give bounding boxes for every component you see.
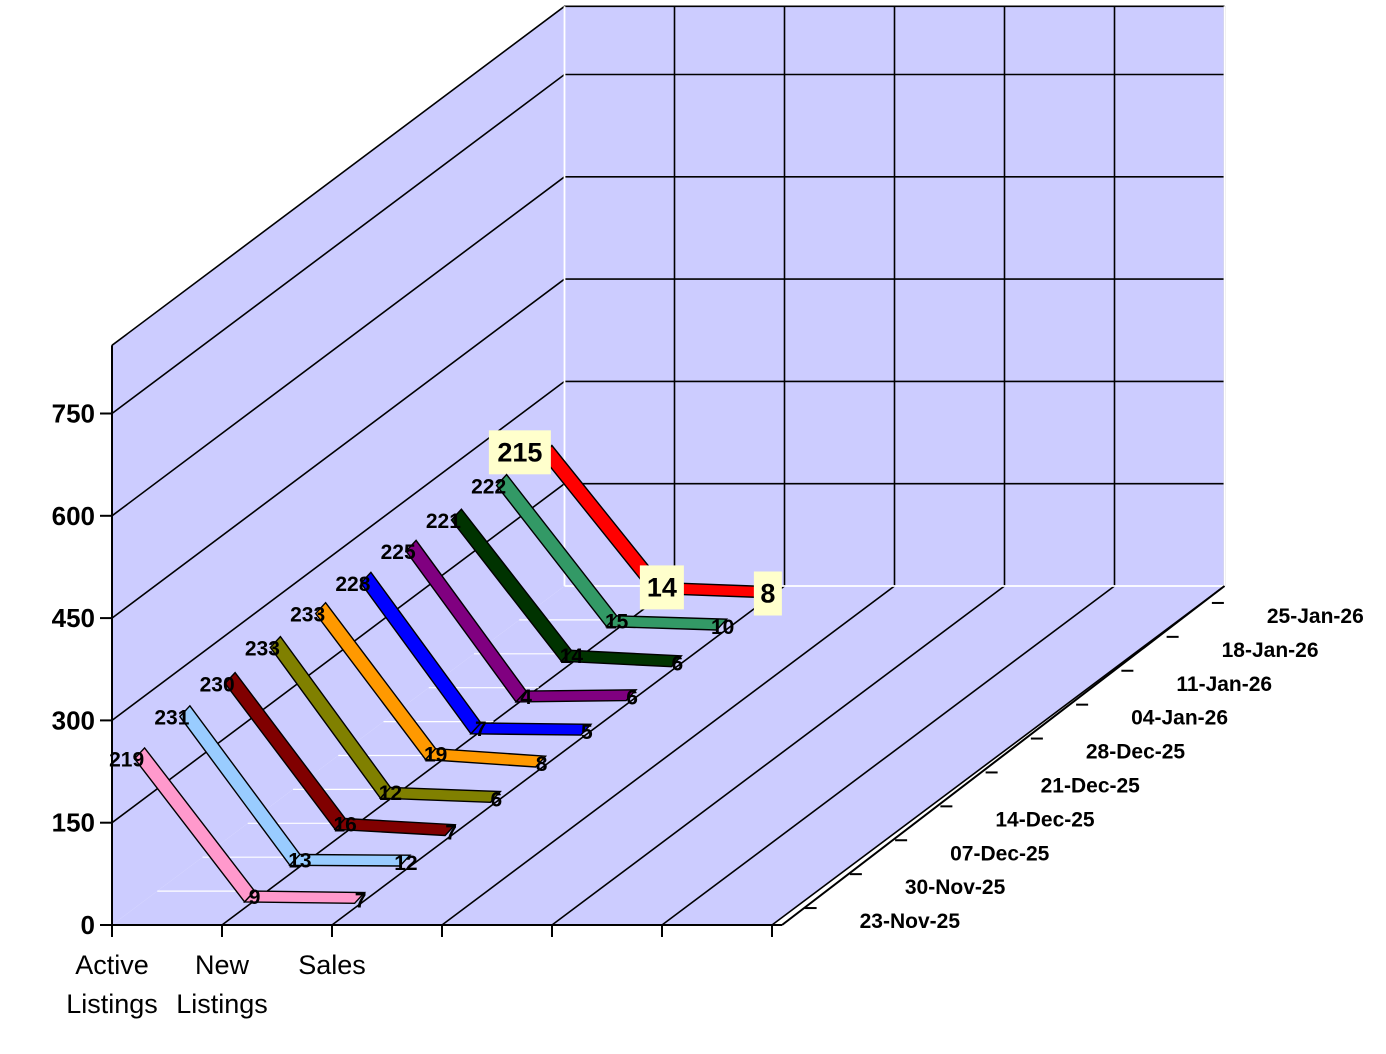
data-label: 7 (445, 821, 457, 844)
date-label: 07-Dec-25 (950, 842, 1050, 865)
category-label: Active (75, 950, 149, 980)
highlight-label-box (639, 565, 684, 610)
series-ribbon-04-Jan-26 (514, 689, 638, 703)
data-label: 222 (471, 475, 506, 498)
date-label: 30-Nov-25 (905, 876, 1006, 899)
series-ribbon-14-Dec-25 (378, 786, 502, 804)
data-label-highlight: 215 (497, 437, 542, 467)
data-label: 219 (109, 749, 144, 772)
data-label: 15 (605, 611, 629, 634)
date-label: 11-Jan-26 (1176, 673, 1272, 696)
series-ribbon-28-Dec-25 (469, 722, 593, 736)
date-label: 25-Jan-26 (1267, 605, 1364, 628)
y-tick-label: 750 (52, 399, 95, 429)
highlight-label-box (488, 430, 551, 475)
data-label: 14 (560, 645, 584, 668)
data-label-highlight: 8 (760, 578, 775, 608)
category-label: Listings (176, 989, 268, 1019)
date-label: 14-Dec-25 (995, 808, 1095, 831)
y-tick-label: 300 (52, 705, 95, 735)
data-label: 12 (379, 782, 402, 805)
gridline-floor-5 (661, 585, 1115, 926)
data-label-highlight: 14 (647, 572, 677, 602)
gridline-floor-4 (551, 585, 1005, 926)
data-label: 233 (245, 637, 280, 660)
series-ribbon-23-Nov-25 (243, 890, 367, 905)
series-ribbon-30-Nov-25 (288, 853, 412, 867)
data-label: 228 (335, 573, 370, 596)
data-label: 4 (520, 686, 532, 709)
gridline-floor-2 (331, 585, 785, 926)
data-label: 7 (355, 889, 367, 912)
series-ribbon-11-Jan-26 (559, 649, 683, 668)
category-label: New (195, 950, 250, 980)
date-label: 23-Nov-25 (860, 910, 961, 933)
series-ribbon-18-Jan-26 (605, 615, 729, 631)
category-label: Listings (66, 989, 158, 1019)
data-label: 19 (424, 743, 447, 766)
y-tick-label: 150 (52, 808, 95, 838)
gridline-floor-3 (441, 585, 895, 926)
data-label: 225 (381, 541, 416, 564)
data-label: 9 (249, 886, 261, 909)
data-label: 6 (491, 788, 503, 811)
category-label: Sales (298, 950, 366, 980)
data-label: 16 (333, 813, 356, 836)
date-label: 21-Dec-25 (1041, 774, 1141, 797)
date-label: 04-Jan-26 (1131, 707, 1228, 730)
series-ribbon-07-Dec-25 (333, 817, 457, 837)
gridline-floor-6 (771, 585, 1225, 926)
data-label: 230 (200, 673, 235, 696)
data-label: 221 (426, 510, 461, 533)
y-tick-label: 0 (81, 910, 95, 940)
data-label: 13 (288, 849, 311, 872)
data-label: 7 (475, 718, 487, 741)
data-label: 12 (394, 852, 417, 875)
highlight-label-box (753, 571, 782, 616)
left-wall (112, 6, 565, 926)
depth-axis-line (781, 585, 1226, 926)
date-label: 18-Jan-26 (1222, 639, 1319, 662)
series-ribbon-21-Dec-25 (424, 747, 548, 768)
y-tick-label: 450 (52, 603, 95, 633)
data-label: 6 (626, 687, 638, 710)
data-label: 5 (581, 721, 593, 744)
y-tick-label: 600 (52, 501, 95, 531)
data-label: 233 (290, 604, 325, 627)
data-label: 10 (711, 616, 734, 639)
data-label: 231 (154, 707, 189, 730)
data-label: 8 (536, 753, 548, 776)
data-label: 6 (672, 653, 684, 676)
date-label: 28-Dec-25 (1086, 741, 1186, 764)
